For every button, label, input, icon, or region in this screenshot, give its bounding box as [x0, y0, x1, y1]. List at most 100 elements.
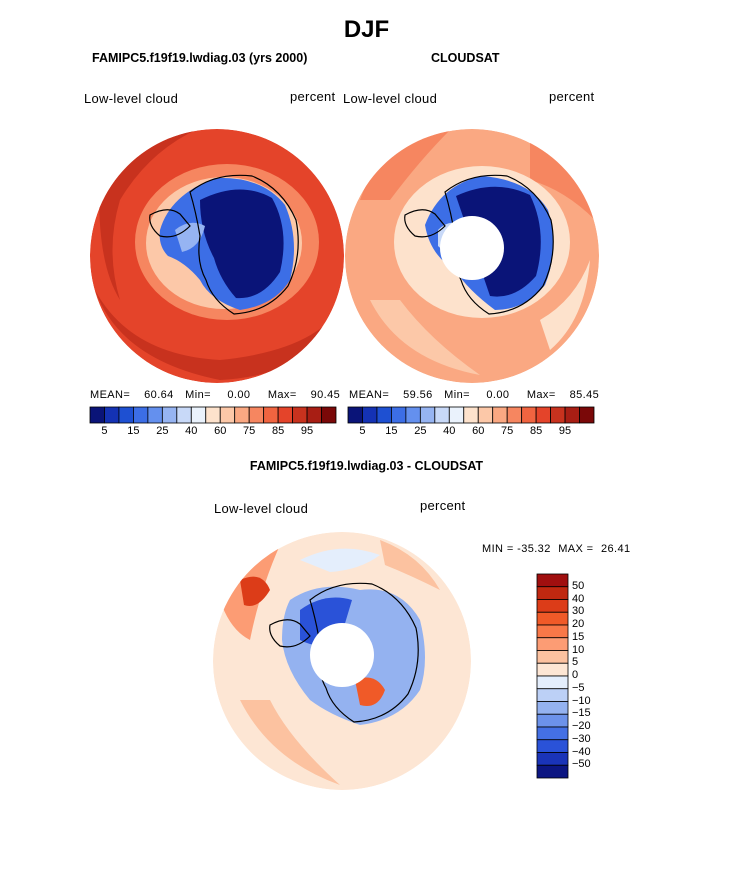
colorbar-swatch — [550, 406, 566, 424]
colorbar-swatch — [477, 406, 494, 424]
right-map — [345, 129, 599, 383]
colorbar-swatch — [190, 406, 207, 424]
colorbar-swatch — [536, 624, 569, 639]
colorbar-swatch — [536, 701, 569, 715]
left-map-ross-sea — [175, 222, 205, 252]
colorbar-tick-label: 40 — [185, 425, 198, 437]
left-mean-value: 60.64 — [144, 389, 174, 401]
colorbar-swatch — [219, 406, 236, 424]
colorbar-tick-label: 95 — [300, 425, 314, 437]
left-colorbar — [89, 406, 337, 424]
colorbar-tick-label: 10 — [572, 643, 585, 656]
colorbar-swatch — [536, 726, 569, 741]
colorbar-swatch — [448, 406, 465, 424]
right-colorbar — [347, 406, 595, 424]
colorbar-tick-label: 5 — [359, 425, 366, 437]
colorbar-tick-label: 5 — [572, 656, 579, 669]
colorbar-swatch — [536, 752, 569, 766]
colorbar-tick-label: −30 — [572, 732, 591, 745]
colorbar-swatch — [536, 611, 569, 626]
colorbar-swatch — [434, 406, 450, 424]
colorbar-swatch — [292, 406, 308, 424]
left-map — [90, 129, 344, 383]
colorbar-swatch — [248, 406, 265, 424]
diff-min-label: MIN = — [482, 543, 514, 555]
colorbar-tick-label: 5 — [101, 425, 108, 437]
diff-units-label: percent — [420, 498, 466, 513]
diff-stats: MIN = -35.32 MAX = 26.41 — [482, 543, 631, 555]
colorbar-swatch — [104, 406, 120, 424]
colorbar-swatch — [419, 406, 436, 424]
diff-map — [213, 532, 471, 790]
diff-map-positive-coastal — [355, 677, 385, 706]
colorbar-swatch — [536, 662, 569, 677]
left-panel-title: FAMIPC5.f19f19.lwdiag.03 (yrs 2000) — [92, 51, 308, 65]
left-map-antarctic-coastline — [189, 174, 299, 315]
right-max-value: 85.45 — [569, 389, 600, 401]
colorbar-tick-label: 60 — [214, 425, 227, 437]
colorbar-swatch — [535, 406, 551, 424]
right-map-moderate-cloud-2 — [530, 140, 595, 220]
colorbar-tick-label: 40 — [443, 425, 456, 437]
colorbar-swatch — [536, 764, 569, 779]
right-max-label: Max= — [526, 389, 556, 401]
colorbar-swatch — [321, 406, 337, 424]
colorbar-swatch — [234, 406, 250, 424]
right-map-moderate-cloud-1 — [360, 130, 450, 200]
colorbar-swatch — [536, 599, 569, 613]
colorbar-swatch — [521, 406, 537, 424]
left-map-high-cloud-band — [99, 129, 200, 300]
colorbar-tick-label: −5 — [572, 681, 585, 694]
right-units-label: percent — [549, 89, 595, 104]
right-map-low-cloud-1 — [370, 300, 480, 375]
colorbar-tick-label: 40 — [572, 592, 585, 605]
colorbar-tick-label: 50 — [572, 579, 585, 592]
diff-map-positive-patch-4 — [240, 700, 340, 785]
colorbar-swatch — [536, 675, 569, 690]
colorbar-swatch — [133, 406, 149, 424]
colorbar-tick-label: 60 — [472, 425, 485, 437]
right-map-peninsula-coast — [404, 209, 446, 238]
season-title: DJF — [343, 16, 390, 43]
colorbar-tick-label: 15 — [385, 425, 398, 437]
left-units-label: percent — [290, 89, 336, 104]
colorbar-tick-label: 15 — [572, 630, 585, 643]
colorbar-tick-label: 15 — [127, 425, 140, 437]
colorbar-swatch — [347, 406, 363, 424]
left-map-high-cloud-band-south — [95, 290, 344, 380]
diff-min-value: -35.32 — [517, 543, 551, 555]
colorbar-tick-label: 95 — [558, 425, 572, 437]
diff-map-polar-data-gap — [310, 623, 374, 687]
right-min-label: Min= — [444, 389, 470, 401]
colorbar-swatch — [463, 406, 479, 424]
right-min-value: 0.00 — [486, 389, 510, 401]
left-variable-label: Low-level cloud — [84, 91, 179, 106]
right-map-low-cloud-2 — [540, 260, 590, 350]
colorbar-tick-label: 75 — [501, 425, 514, 437]
colorbar-tick-label: 85 — [271, 425, 285, 437]
diff-variable-label: Low-level cloud — [214, 501, 309, 516]
left-min-value: 0.00 — [227, 389, 251, 401]
diff-max-value: 26.41 — [600, 543, 631, 555]
colorbar-tick-label: −40 — [572, 745, 591, 758]
colorbar-tick-label: −10 — [572, 694, 591, 707]
colorbar-swatch — [391, 406, 407, 424]
colorbar-swatch — [536, 688, 569, 702]
colorbar-tick-label: 25 — [156, 425, 169, 437]
colorbar-swatch — [277, 406, 293, 424]
left-max-label: Max= — [267, 389, 297, 401]
colorbar-tick-label: 20 — [572, 618, 585, 630]
right-mean-label: MEAN= — [349, 389, 390, 401]
colorbar-tick-label: 85 — [529, 425, 543, 437]
colorbar-swatch — [306, 406, 322, 424]
colorbar-tick-label: −50 — [572, 758, 591, 771]
colorbar-swatch — [536, 650, 569, 664]
diff-map-peninsula-coast — [269, 619, 311, 648]
diff-map-positive-patch-3 — [380, 540, 440, 590]
colorbar-swatch — [506, 406, 523, 424]
colorbar-swatch — [536, 739, 569, 753]
colorbar-swatch — [536, 573, 569, 588]
colorbar-swatch — [362, 406, 378, 424]
right-mean-value: 59.56 — [403, 389, 433, 401]
